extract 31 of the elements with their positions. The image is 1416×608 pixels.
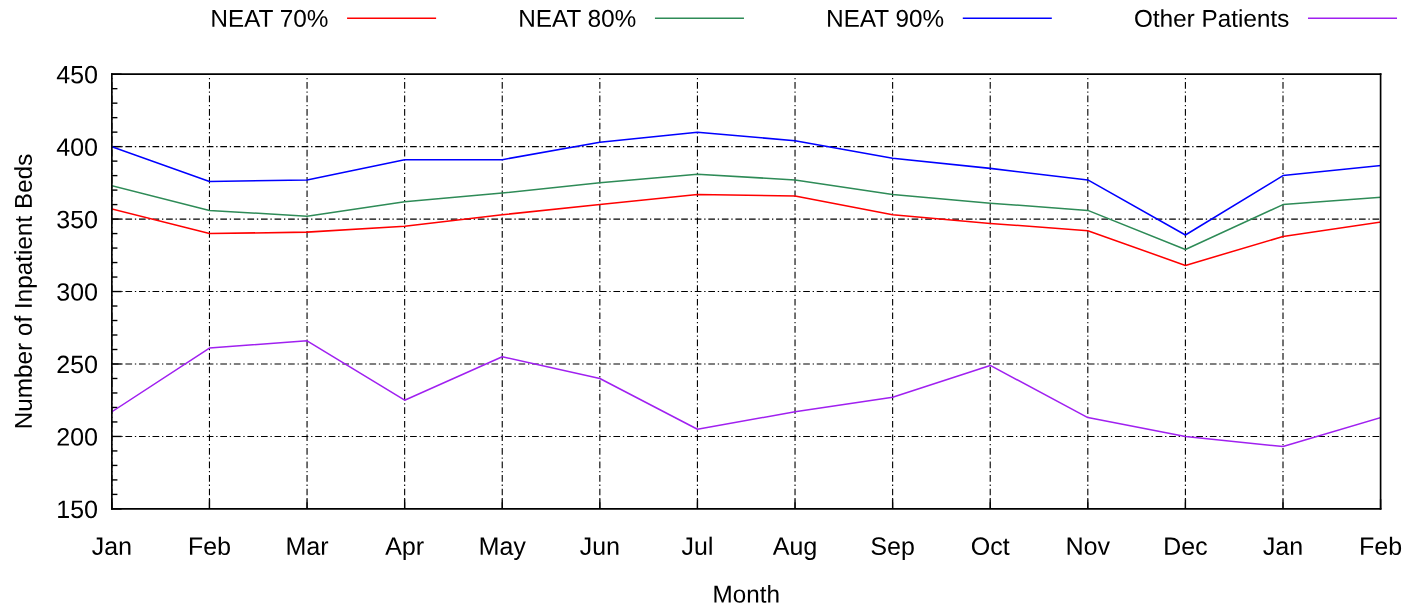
y-tick-label: 450 [56, 65, 97, 84]
y-tick-label: 250 [57, 355, 97, 374]
x-tick-label: Jun [580, 537, 619, 556]
line-series [111, 131, 1381, 236]
x-tick-label: Dec [1165, 537, 1207, 556]
y-tick-label: 400 [56, 138, 97, 156]
y-tick-label: 200 [57, 428, 97, 446]
x-axis-title: Month [714, 584, 779, 603]
y-axis-title: Number of Inpatient Beds [14, 154, 37, 428]
x-tick-label: Feb [1361, 536, 1402, 556]
line-series [111, 193, 1381, 267]
legend-label: NEAT 90% [828, 9, 944, 28]
legend-label: Other Patients [1135, 9, 1289, 28]
legend-label: NEAT 80% [520, 9, 636, 28]
line-series [111, 173, 1381, 251]
x-tick-label: Jan [92, 537, 131, 556]
x-tick-label: Jul [681, 536, 712, 556]
x-tick-label: Sep [871, 537, 914, 560]
legend-label: NEAT 70% [212, 9, 328, 28]
line-series [111, 340, 1381, 448]
x-tick-label: Nov [1067, 537, 1110, 556]
x-tick-label: Feb [189, 536, 230, 556]
y-tick-label: 300 [57, 283, 97, 301]
y-tick-label: 150 [58, 500, 97, 519]
x-tick-label: May [480, 537, 526, 560]
y-tick-label: 350 [57, 210, 97, 229]
x-tick-label: Jan [1263, 537, 1302, 556]
x-tick-label: Mar [287, 537, 329, 556]
x-tick-label: Aug [772, 537, 816, 560]
x-tick-label: Oct [971, 537, 1010, 556]
x-tick-label: Apr [385, 537, 424, 560]
